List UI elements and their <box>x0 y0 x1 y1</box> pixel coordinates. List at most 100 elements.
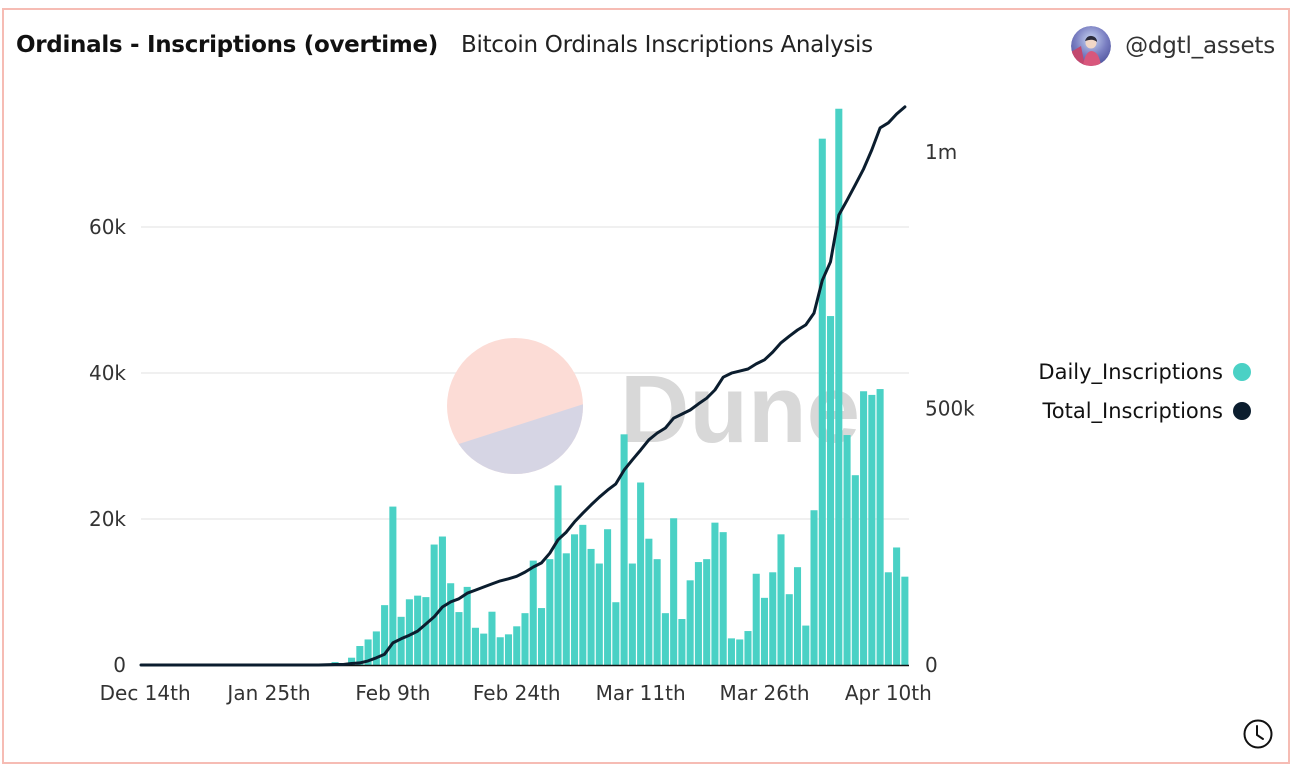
y-right-tick-label: 1m <box>925 140 957 164</box>
bar-daily-inscriptions[interactable] <box>736 639 744 665</box>
y-right-tick-label: 500k <box>925 397 975 421</box>
bar-daily-inscriptions[interactable] <box>637 482 645 666</box>
bar-daily-inscriptions[interactable] <box>818 138 826 666</box>
bar-daily-inscriptions[interactable] <box>793 567 802 665</box>
legend-item-daily[interactable]: Daily_Inscriptions <box>1038 352 1251 391</box>
y-left-tick-label: 60k <box>89 215 126 239</box>
y-left-tick-label: 40k <box>89 361 126 385</box>
dune-logo-icon <box>447 338 583 474</box>
axis-ticks: 0 20k 40k 60k 0 500k 1m Dec 14th Jan 25th Feb 9th… <box>89 140 975 705</box>
bar-daily-inscriptions[interactable] <box>595 563 603 665</box>
bar-daily-inscriptions[interactable] <box>348 657 356 665</box>
legend-dot-daily <box>1233 362 1251 381</box>
line-total-inscriptions[interactable] <box>139 105 907 667</box>
bar-daily-inscriptions[interactable] <box>769 572 777 665</box>
y-left-tick-label: 0 <box>113 653 126 677</box>
chart-subtitle: Bitcoin Ordinals Inscriptions Analysis <box>461 32 873 58</box>
bar-daily-inscriptions[interactable] <box>670 518 678 665</box>
bar-daily-inscriptions[interactable] <box>802 625 810 665</box>
bar-daily-inscriptions[interactable] <box>554 485 562 665</box>
legend-label: Total_Inscriptions <box>1042 398 1224 423</box>
bar-daily-inscriptions[interactable] <box>405 599 413 665</box>
total-inscriptions-line <box>139 105 907 667</box>
bar-daily-inscriptions[interactable] <box>835 108 843 666</box>
y-left-tick-label: 20k <box>89 507 126 531</box>
bar-daily-inscriptions[interactable] <box>694 562 702 665</box>
bar-daily-inscriptions[interactable] <box>827 316 835 665</box>
bar-daily-inscriptions[interactable] <box>851 475 859 665</box>
bar-daily-inscriptions[interactable] <box>703 559 711 665</box>
bar-daily-inscriptions[interactable] <box>727 638 735 665</box>
daily-inscriptions-bars <box>331 108 909 666</box>
bar-daily-inscriptions[interactable] <box>893 547 901 665</box>
clock-icon[interactable] <box>1242 718 1274 750</box>
bar-daily-inscriptions[interactable] <box>678 619 686 665</box>
bar-daily-inscriptions[interactable] <box>488 611 496 665</box>
bar-daily-inscriptions[interactable] <box>901 576 909 665</box>
bar-daily-inscriptions[interactable] <box>513 626 521 665</box>
x-tick-label: Apr 10th <box>845 681 932 705</box>
y-right-tick-label: 0 <box>925 653 938 677</box>
bar-daily-inscriptions[interactable] <box>356 646 364 665</box>
bar-daily-inscriptions[interactable] <box>785 594 793 665</box>
bar-daily-inscriptions[interactable] <box>372 631 380 665</box>
bar-daily-inscriptions[interactable] <box>537 608 546 665</box>
bar-daily-inscriptions[interactable] <box>719 532 727 665</box>
bar-daily-inscriptions[interactable] <box>645 538 653 665</box>
bar-daily-inscriptions[interactable] <box>628 563 636 665</box>
bar-daily-inscriptions[interactable] <box>860 391 868 665</box>
bar-daily-inscriptions[interactable] <box>521 613 529 665</box>
chart-title[interactable]: Ordinals - Inscriptions (overtime) <box>16 32 438 58</box>
bar-daily-inscriptions[interactable] <box>455 612 463 665</box>
bar-daily-inscriptions[interactable] <box>686 580 694 665</box>
bar-daily-inscriptions[interactable] <box>604 529 612 665</box>
bar-daily-inscriptions[interactable] <box>760 597 769 665</box>
bar-daily-inscriptions[interactable] <box>381 605 389 665</box>
author-link[interactable]: @dgtl_assets <box>1071 26 1275 66</box>
x-tick-label: Jan 25th <box>225 681 310 705</box>
bar-daily-inscriptions[interactable] <box>579 524 587 665</box>
chart-card <box>2 8 1290 764</box>
bar-daily-inscriptions[interactable] <box>843 435 851 665</box>
x-tick-label: Mar 26th <box>719 681 809 705</box>
bar-daily-inscriptions[interactable] <box>546 559 554 665</box>
bar-daily-inscriptions[interactable] <box>571 534 579 665</box>
x-tick-label: Feb 9th <box>355 681 430 705</box>
bar-daily-inscriptions[interactable] <box>612 602 620 665</box>
bar-daily-inscriptions[interactable] <box>447 583 455 665</box>
bar-daily-inscriptions[interactable] <box>471 627 479 665</box>
bar-daily-inscriptions[interactable] <box>463 586 471 665</box>
bar-daily-inscriptions[interactable] <box>620 434 628 665</box>
x-tick-label: Mar 11th <box>596 681 686 705</box>
bar-daily-inscriptions[interactable] <box>777 534 785 665</box>
bar-daily-inscriptions[interactable] <box>529 560 537 665</box>
bar-daily-inscriptions[interactable] <box>868 394 876 665</box>
bar-daily-inscriptions[interactable] <box>744 631 752 665</box>
bar-daily-inscriptions[interactable] <box>752 573 760 665</box>
bar-daily-inscriptions[interactable] <box>661 613 669 665</box>
bar-daily-inscriptions[interactable] <box>430 544 438 665</box>
bar-daily-inscriptions[interactable] <box>810 510 818 665</box>
bar-daily-inscriptions[interactable] <box>480 633 488 665</box>
author-name[interactable]: @dgtl_assets <box>1125 33 1275 59</box>
bar-daily-inscriptions[interactable] <box>504 634 513 665</box>
legend-item-total[interactable]: Total_Inscriptions <box>1038 391 1251 430</box>
dune-watermark: Dune <box>447 338 860 474</box>
x-tick-label: Dec 14th <box>100 681 191 705</box>
bar-daily-inscriptions[interactable] <box>884 572 892 665</box>
bar-daily-inscriptions[interactable] <box>438 536 446 665</box>
bar-daily-inscriptions[interactable] <box>876 389 884 665</box>
legend: Daily_Inscriptions Total_Inscriptions <box>1038 352 1251 430</box>
bar-daily-inscriptions[interactable] <box>587 548 595 665</box>
legend-dot-total <box>1233 401 1251 420</box>
bar-daily-inscriptions[interactable] <box>711 522 719 665</box>
x-tick-label: Feb 24th <box>473 681 561 705</box>
bar-daily-inscriptions[interactable] <box>562 553 570 665</box>
bar-daily-inscriptions[interactable] <box>397 616 405 665</box>
bar-daily-inscriptions[interactable] <box>364 639 372 665</box>
bar-daily-inscriptions[interactable] <box>653 559 661 665</box>
bar-daily-inscriptions[interactable] <box>422 597 430 665</box>
bar-daily-inscriptions[interactable] <box>496 637 504 665</box>
bar-daily-inscriptions[interactable] <box>389 506 397 665</box>
